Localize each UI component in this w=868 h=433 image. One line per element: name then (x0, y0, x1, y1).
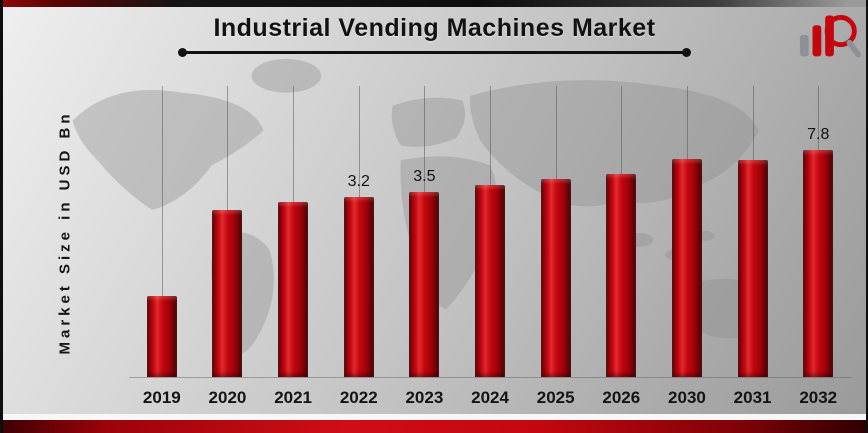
bar-column-2023: 3.5 (392, 86, 458, 377)
brand-logo-icon (799, 15, 862, 58)
bar-column-2032: 7.8 (785, 86, 851, 377)
x-tick-2022: 2022 (339, 388, 378, 407)
y-axis-label: Market Size in USD Bn (56, 109, 74, 355)
bar-2023: 3.5 (409, 168, 440, 377)
bar-2026 (606, 173, 637, 377)
x-tick-2032: 2032 (799, 388, 838, 407)
title-underline (178, 48, 691, 57)
data-label-2022: 3.2 (347, 172, 370, 190)
bar-column-2025 (523, 86, 589, 377)
bar-2031 (737, 160, 768, 377)
bar-2024 (475, 184, 506, 377)
bottom-white-strip (3, 414, 866, 420)
data-label-2023: 3.5 (413, 167, 436, 185)
plot-area: 3.2 3.5 7.8 (129, 86, 851, 378)
y-axis: Market Size in USD Bn (37, 86, 93, 378)
x-tick-2030: 2030 (668, 388, 706, 407)
bar-2025 (540, 178, 571, 377)
bar-column-2021 (260, 86, 326, 377)
x-tick-2021: 2021 (274, 388, 313, 407)
top-accent-strip (3, 0, 866, 7)
bar-column-2022: 3.2 (326, 86, 392, 377)
bar-2032: 7.8 (803, 126, 834, 377)
x-tick-2019: 2019 (142, 388, 181, 407)
data-label-2032: 7.8 (807, 126, 830, 144)
x-axis-labels: 2019 2020 2021 2022 2023 2024 2025 2026 2030 2031… (129, 388, 851, 408)
bar-2019 (146, 295, 177, 377)
vertical-gridline (161, 86, 163, 377)
x-tick-2024: 2024 (471, 388, 509, 407)
x-tick-2025: 2025 (536, 388, 575, 407)
x-tick-2020: 2020 (208, 388, 247, 407)
x-tick-2026: 2026 (602, 388, 641, 407)
bar-2022: 3.2 (343, 173, 374, 377)
header: Industrial Vending Machines Market (3, 14, 866, 57)
page-title: Industrial Vending Machines Market (213, 14, 656, 42)
bar-2021 (278, 201, 309, 377)
bar-column-2026 (588, 86, 654, 377)
bottom-accent-strip (3, 420, 866, 433)
bar-column-2031 (720, 86, 786, 377)
bar-column-2030 (654, 86, 720, 377)
bar-column-2024 (457, 86, 523, 377)
bar-2020 (212, 209, 243, 377)
bar-column-2019 (129, 86, 195, 377)
bar-2030 (671, 158, 702, 377)
x-tick-2031: 2031 (733, 388, 772, 407)
bar-column-2020 (195, 86, 261, 377)
x-tick-2023: 2023 (405, 388, 444, 407)
